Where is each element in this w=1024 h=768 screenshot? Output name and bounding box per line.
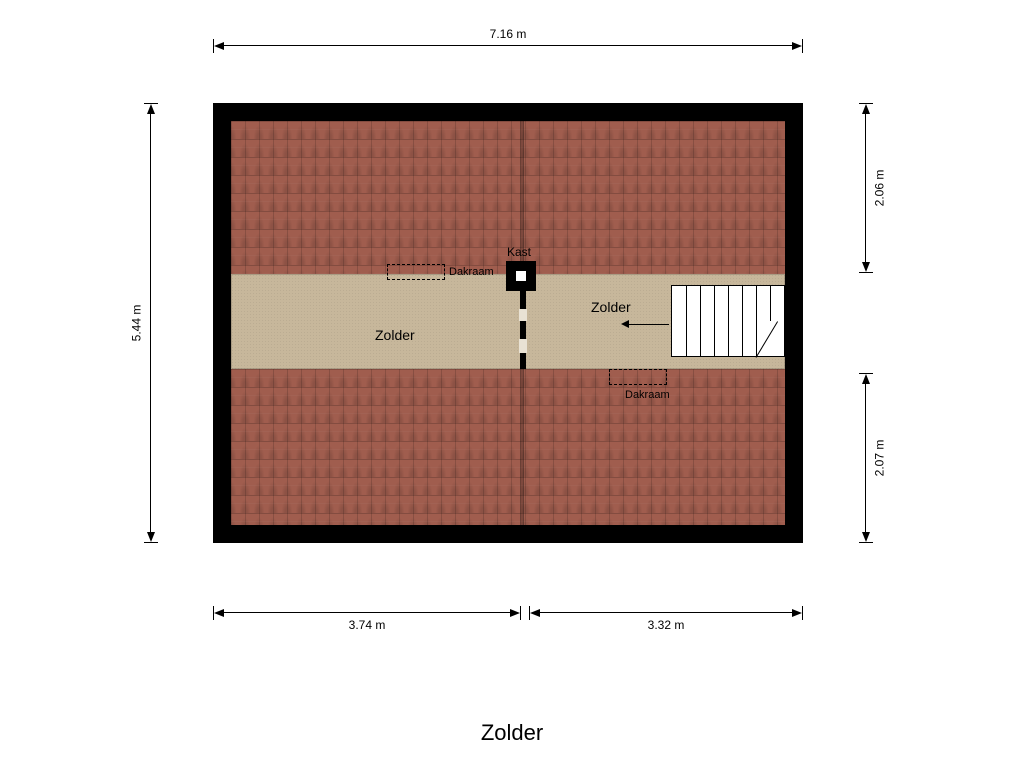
stair-treads (672, 286, 784, 356)
dim-right-1-label: 2.06 m (873, 170, 887, 207)
dim-bottom-1-label: 3.74 m (349, 618, 386, 632)
door-gap-2 (519, 339, 527, 353)
plan-interior: Kast Dakraam Dakraam Zolder Zolder (231, 121, 785, 525)
dim-left: 5.44 m (150, 103, 151, 543)
floorplan-stage: 7.16 m 5.44 m 2.06 m 2.07 m 3.74 m 3.32 … (0, 0, 1024, 768)
dim-bottom-2: 3.32 m (529, 612, 803, 613)
dakraam-1 (387, 264, 445, 280)
dakraam-2 (609, 369, 667, 385)
dim-left-label: 5.44 m (129, 305, 143, 342)
dim-top-label: 7.16 m (490, 27, 527, 41)
kast-label: Kast (507, 245, 531, 259)
roof-ridge-bottom (520, 369, 524, 525)
kast-closet (506, 261, 536, 291)
plan-outer-wall: Kast Dakraam Dakraam Zolder Zolder (213, 103, 803, 543)
stairs-arrow (621, 320, 669, 328)
dakraam-1-label: Dakraam (449, 266, 494, 278)
door-gap-1 (519, 309, 527, 321)
room-label-1: Zolder (375, 327, 415, 343)
roof-bottom (231, 369, 785, 525)
dim-bottom-2-label: 3.32 m (648, 618, 685, 632)
dim-right-1: 2.06 m (865, 103, 866, 273)
page-title: Zolder (481, 720, 543, 746)
dim-right-2: 2.07 m (865, 373, 866, 543)
dim-top: 7.16 m (213, 45, 803, 46)
dakraam-2-label: Dakraam (625, 389, 670, 401)
dim-bottom-1: 3.74 m (213, 612, 521, 613)
stairs (671, 285, 785, 357)
arrow-head-icon (621, 320, 629, 328)
room-label-2: Zolder (591, 299, 631, 315)
dim-right-2-label: 2.07 m (873, 440, 887, 477)
